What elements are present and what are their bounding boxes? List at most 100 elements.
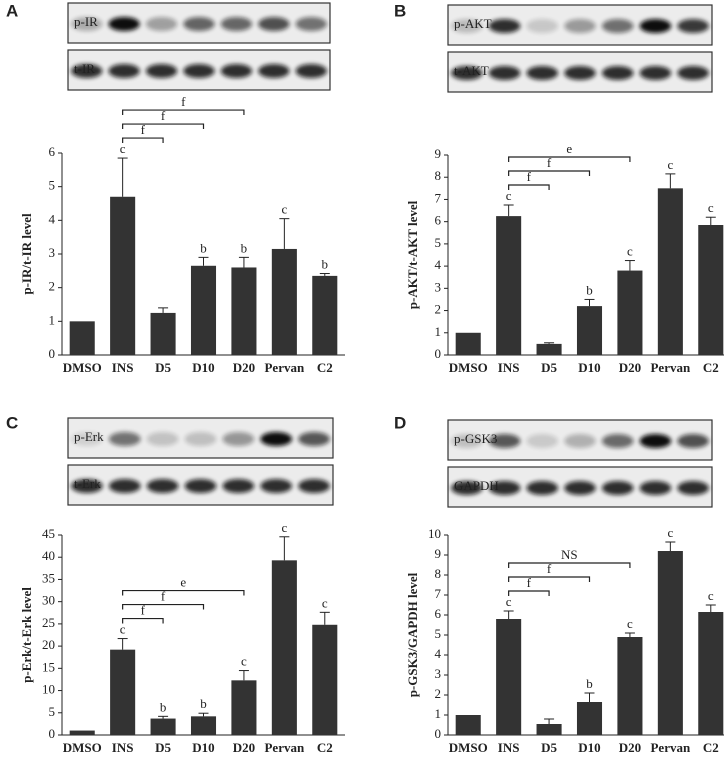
comparison-label: NS xyxy=(561,547,578,562)
blot-band xyxy=(639,19,672,33)
y-axis-label: p-IR/t-IR level xyxy=(19,213,34,295)
blot-band xyxy=(677,19,709,33)
bar xyxy=(231,267,257,355)
blot-label: t-Erk xyxy=(74,476,101,491)
bar xyxy=(455,715,481,735)
x-tick-label: D20 xyxy=(233,360,255,375)
blot-band xyxy=(258,17,290,31)
x-tick-label: INS xyxy=(498,740,520,755)
blot-band xyxy=(295,64,328,78)
bar xyxy=(69,321,95,355)
blot-band xyxy=(526,481,559,495)
blot-label: t-AKT xyxy=(454,63,489,78)
y-tick-label: 15 xyxy=(42,659,55,674)
bar xyxy=(312,275,338,355)
bar xyxy=(536,724,562,735)
significance-label: c xyxy=(281,520,287,535)
bar xyxy=(190,716,217,735)
blot-band xyxy=(70,17,103,31)
comparison-bracket xyxy=(122,617,164,624)
comparison-label: f xyxy=(161,108,166,123)
comparison-label: f xyxy=(181,94,186,109)
blot-band xyxy=(222,479,255,493)
x-tick-label: INS xyxy=(112,360,134,375)
bar xyxy=(271,248,297,355)
bar xyxy=(576,306,603,355)
blot-band xyxy=(488,19,521,33)
blot-band xyxy=(258,64,290,78)
y-tick-label: 6 xyxy=(435,606,442,621)
significance-label: c xyxy=(120,141,126,156)
x-tick-label: Pervan xyxy=(650,740,690,755)
blot-band xyxy=(677,481,709,495)
y-tick-label: 30 xyxy=(42,593,55,608)
y-tick-label: 7 xyxy=(435,190,442,205)
bar xyxy=(110,649,136,735)
significance-label: c xyxy=(241,654,247,669)
blot-label: t-IR xyxy=(74,61,95,76)
x-tick-label: C2 xyxy=(317,740,333,755)
comparison-bracket xyxy=(122,137,164,144)
blot-band xyxy=(526,434,559,448)
blot-band xyxy=(564,434,596,448)
blot-band xyxy=(184,479,217,493)
blot-band xyxy=(298,479,330,493)
significance-label: c xyxy=(708,200,714,215)
blot-band xyxy=(639,434,672,448)
x-tick-label: INS xyxy=(112,740,134,755)
x-tick-label: D20 xyxy=(619,360,641,375)
comparison-label: f xyxy=(547,155,552,170)
y-tick-label: 35 xyxy=(42,570,55,585)
y-tick-label: 1 xyxy=(435,324,442,339)
blot-band xyxy=(183,17,215,31)
y-tick-label: 9 xyxy=(435,146,442,161)
y-tick-label: 2 xyxy=(435,686,442,701)
blot-band xyxy=(260,432,293,446)
comparison-label: e xyxy=(180,575,186,590)
y-tick-label: 5 xyxy=(49,178,56,193)
bar xyxy=(657,551,683,735)
significance-label: c xyxy=(506,188,512,203)
blot-band xyxy=(639,481,672,495)
comparison-bracket xyxy=(508,184,550,190)
comparison-bracket xyxy=(122,109,245,116)
panel-letter: A xyxy=(6,1,18,20)
bar xyxy=(536,343,562,355)
blot-band xyxy=(220,17,253,31)
panel-letter: C xyxy=(6,413,18,432)
blot-band xyxy=(146,432,179,446)
comparison-bracket xyxy=(508,590,550,596)
comparison-label: f xyxy=(547,561,552,576)
blot-band xyxy=(564,481,596,495)
y-tick-label: 4 xyxy=(435,646,442,661)
bar xyxy=(271,560,297,735)
blot-band xyxy=(451,19,483,33)
y-tick-label: 0 xyxy=(49,346,56,361)
blot-band xyxy=(220,64,253,78)
y-tick-label: 0 xyxy=(49,726,56,741)
blot-band xyxy=(488,66,521,80)
x-tick-label: INS xyxy=(498,360,520,375)
blot-band xyxy=(601,481,634,495)
blot-band xyxy=(108,64,140,78)
blot-label: p-Erk xyxy=(74,429,104,444)
x-tick-label: D20 xyxy=(233,740,255,755)
significance-label: b xyxy=(322,257,329,272)
blot-band xyxy=(677,434,709,448)
comparison-bracket xyxy=(508,576,591,582)
y-tick-label: 0 xyxy=(435,726,442,741)
significance-label: b xyxy=(200,696,207,711)
bar xyxy=(617,270,643,355)
blot-band xyxy=(601,19,634,33)
x-tick-label: C2 xyxy=(317,360,333,375)
y-tick-label: 5 xyxy=(435,235,442,250)
blot-band xyxy=(260,479,293,493)
significance-label: c xyxy=(322,595,328,610)
comparison-label: f xyxy=(527,169,532,184)
x-tick-label: D5 xyxy=(541,360,557,375)
significance-label: b xyxy=(241,240,248,255)
blot-band xyxy=(145,64,178,78)
bar xyxy=(617,637,643,735)
x-tick-label: Pervan xyxy=(264,360,304,375)
